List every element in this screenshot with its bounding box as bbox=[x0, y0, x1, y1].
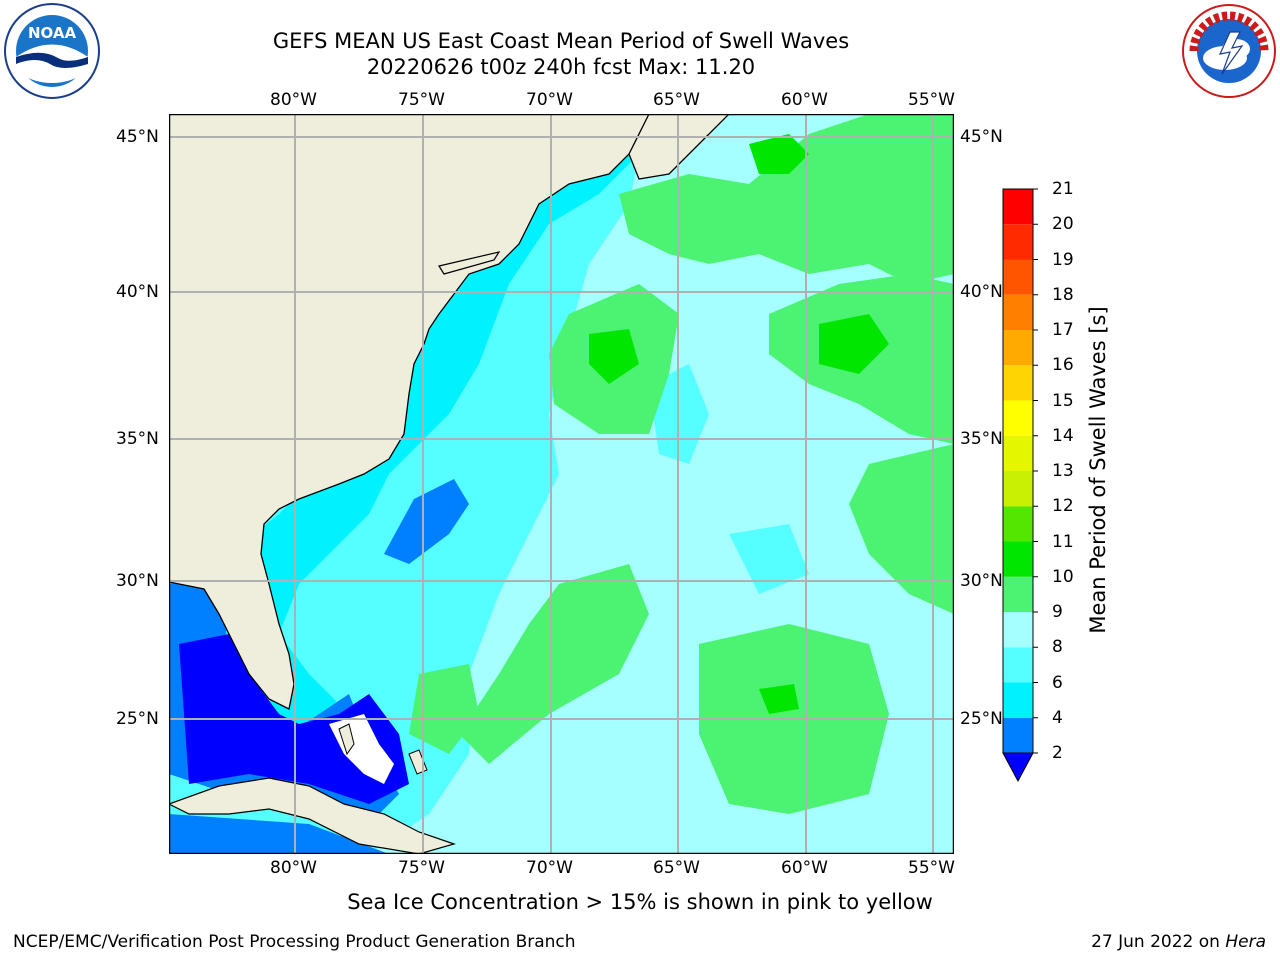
lon-label-bottom-75w: 75°W bbox=[398, 858, 445, 878]
land-cuba bbox=[169, 777, 457, 854]
sea-ice-note-text: Sea Ice Concentration > 15% is shown in … bbox=[347, 890, 933, 914]
lon-label-top-70w: 70°W bbox=[526, 90, 573, 110]
lat-label-right-45n: 45°N bbox=[960, 127, 1003, 147]
lat-label-left-25n: 25°N bbox=[116, 709, 159, 729]
colorbar-tick-label: 9 bbox=[1052, 602, 1063, 622]
chart-title-line2: 20220626 t00z 240h fcst Max: 11.20 bbox=[366, 55, 756, 79]
colorbar bbox=[1002, 188, 1038, 783]
shading-9-10s-south-west bbox=[459, 564, 649, 764]
sea-ice-note: Sea Ice Concentration > 15% is shown in … bbox=[0, 890, 1280, 914]
lat-label-left-35n: 35°N bbox=[116, 429, 159, 449]
shading-10-11s-c bbox=[819, 314, 889, 374]
colorbar-band bbox=[1003, 189, 1033, 225]
colorbar-tick-label: 12 bbox=[1052, 496, 1074, 517]
lon-label-bottom-60w: 60°W bbox=[781, 858, 828, 878]
shading-10-11s-b bbox=[589, 329, 639, 384]
colorbar-tick-label: 19 bbox=[1052, 249, 1074, 270]
colorbar-band bbox=[1003, 435, 1033, 471]
colorbar-title: Mean Period of Swell Waves [s] bbox=[1086, 306, 1110, 634]
shading-10-11s-a bbox=[749, 134, 809, 174]
lon-label-top-65w: 65°W bbox=[653, 90, 700, 110]
footer-date: 27 Jun 2022 on bbox=[1091, 932, 1226, 952]
lat-label-right-25n: 25°N bbox=[960, 709, 1003, 729]
colorbar-tick-label: 18 bbox=[1052, 284, 1074, 305]
colorbar-band bbox=[1003, 224, 1033, 260]
land-long-island bbox=[438, 251, 501, 275]
shading-2-4s-patch bbox=[384, 479, 469, 564]
colorbar-tick-label: 11 bbox=[1052, 531, 1074, 552]
footer-left: NCEP/EMC/Verification Post Processing Pr… bbox=[13, 932, 576, 952]
colorbar-band bbox=[1003, 471, 1033, 507]
map-frame bbox=[169, 114, 954, 854]
chart-title-line1: GEFS MEAN US East Coast Mean Period of S… bbox=[272, 29, 850, 53]
lat-label-left-45n: 45°N bbox=[116, 127, 159, 147]
map-gridlines bbox=[169, 114, 954, 854]
lat-label-left-30n: 30°N bbox=[116, 571, 159, 591]
colorbar-under-triangle bbox=[1002, 752, 1034, 783]
colorbar-band bbox=[1003, 506, 1033, 542]
lon-label-bottom-80w: 80°W bbox=[270, 858, 317, 878]
lat-label-left-40n: 40°N bbox=[116, 282, 159, 302]
lat-label-right-30n: 30°N bbox=[960, 571, 1003, 591]
colorbar-tick-label: 21 bbox=[1052, 179, 1074, 199]
lon-label-bottom-55w: 55°W bbox=[908, 858, 955, 878]
colorbar-band bbox=[1003, 576, 1033, 612]
shading-9-10s-south-far bbox=[409, 664, 479, 754]
colorbar-band bbox=[1003, 717, 1033, 753]
footer-right: 27 Jun 2022 on Hera bbox=[1091, 932, 1266, 952]
lon-label-top-55w: 55°W bbox=[908, 90, 955, 110]
shading-6-8s-patch2 bbox=[729, 524, 809, 594]
colorbar-band bbox=[1003, 259, 1033, 295]
colorbar-tick-label: 16 bbox=[1052, 355, 1074, 376]
colorbar-tick-label: 10 bbox=[1052, 566, 1074, 587]
colorbar-band bbox=[1003, 647, 1033, 683]
colorbar-band bbox=[1003, 612, 1033, 648]
colorbar-tick-label: 6 bbox=[1052, 672, 1063, 693]
shading-10-11s-d bbox=[759, 684, 799, 714]
footer-machine: Hera bbox=[1225, 932, 1266, 952]
colorbar-band bbox=[1003, 294, 1033, 330]
colorbar-tick-label: 20 bbox=[1052, 214, 1074, 235]
colorbar-tick-label: 14 bbox=[1052, 425, 1074, 446]
colorbar-bands bbox=[1003, 189, 1033, 753]
colorbar-tick-label: 2 bbox=[1052, 743, 1063, 763]
colorbar-tick-label: 13 bbox=[1052, 461, 1074, 481]
colorbar-tick-label: 8 bbox=[1052, 637, 1063, 658]
colorbar-band bbox=[1003, 330, 1033, 366]
lon-label-bottom-70w: 70°W bbox=[526, 858, 573, 878]
colorbar-tick-label: 17 bbox=[1052, 320, 1074, 340]
lat-label-right-40n: 40°N bbox=[960, 282, 1003, 302]
lon-label-top-60w: 60°W bbox=[781, 90, 828, 110]
colorbar-band bbox=[1003, 365, 1033, 401]
colorbar-band bbox=[1003, 541, 1033, 577]
shading-9-10s-east-mid bbox=[849, 444, 954, 614]
map-panel bbox=[169, 114, 954, 854]
land-bahamas-1 bbox=[338, 723, 355, 756]
colorbar-tick-label: 15 bbox=[1052, 390, 1074, 411]
shading-9-10s-north bbox=[619, 114, 954, 284]
shading-2-4s-caribbean bbox=[169, 814, 389, 854]
noaa-logo: NOAA bbox=[4, 3, 100, 99]
colorbar-band bbox=[1003, 682, 1033, 718]
colorbar-tick-label: 4 bbox=[1052, 707, 1063, 728]
colorbar-band bbox=[1003, 400, 1033, 436]
lat-label-right-35n: 35°N bbox=[960, 429, 1003, 449]
nws-logo bbox=[1182, 4, 1276, 98]
lon-label-top-80w: 80°W bbox=[270, 90, 317, 110]
noaa-logo-text: NOAA bbox=[28, 24, 77, 42]
lon-label-top-75w: 75°W bbox=[398, 90, 445, 110]
lon-label-bottom-65w: 65°W bbox=[653, 858, 700, 878]
